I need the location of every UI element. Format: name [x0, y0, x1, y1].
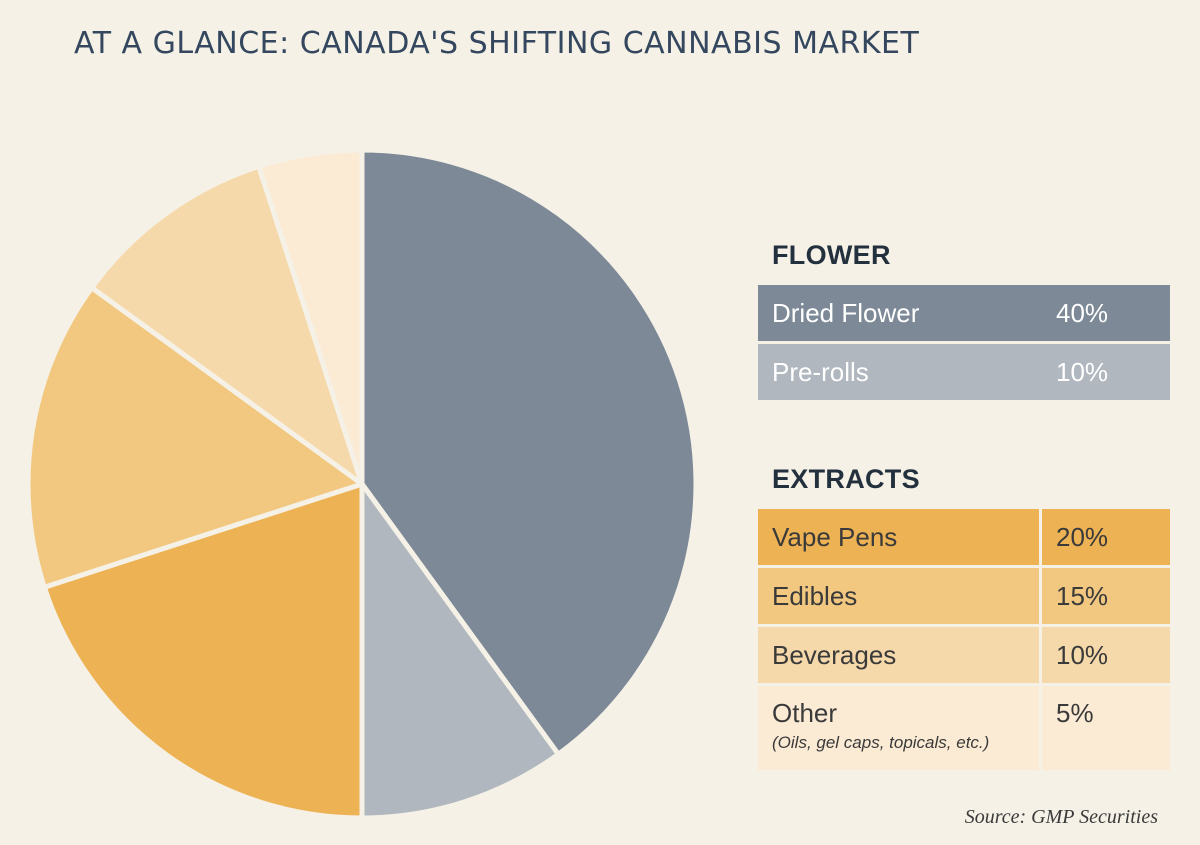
row-value: 20%: [1042, 509, 1170, 565]
row-label: Pre-rolls: [758, 344, 1039, 400]
pie-slice-beverages: [89, 163, 365, 487]
table-row-dried-flower: Dried Flower 40%: [758, 285, 1170, 341]
row-label: Other (Oils, gel caps, topicals, etc.): [758, 686, 1039, 770]
flower-heading: FLOWER: [772, 240, 891, 270]
source-note: Source: GMP Securities: [964, 806, 1158, 828]
table-row-vape-pens: Vape Pens 20%: [758, 509, 1170, 565]
row-label: Edibles: [758, 568, 1039, 624]
pie-chart: [25, 147, 699, 821]
extracts-heading: EXTRACTS: [772, 464, 920, 494]
extracts-table: Vape Pens 20% Edibles 15% Beverages 10% …: [758, 509, 1170, 773]
table-row-beverages: Beverages 10%: [758, 627, 1170, 683]
pie-slice-vape-pens: [41, 481, 365, 821]
row-label: Vape Pens: [758, 509, 1039, 565]
pie-slice-edibles: [25, 285, 365, 590]
flower-table: Dried Flower 40% Pre-rolls 10%: [758, 285, 1170, 403]
pie-slice-other: [256, 147, 365, 487]
row-value: 10%: [1042, 344, 1170, 400]
row-label: Beverages: [758, 627, 1039, 683]
row-value: 15%: [1042, 568, 1170, 624]
pie-slice-dried-flower: [359, 147, 699, 757]
row-value: 10%: [1042, 627, 1170, 683]
row-value: 5%: [1042, 686, 1170, 770]
row-label-text: Other: [772, 698, 838, 728]
chart-title: AT A GLANCE: CANADA'S SHIFTING CANNABIS …: [74, 26, 920, 61]
row-value: 40%: [1042, 285, 1170, 341]
table-row-pre-rolls: Pre-rolls 10%: [758, 344, 1170, 400]
pie-slice-pre-rolls: [359, 481, 561, 821]
table-row-other: Other (Oils, gel caps, topicals, etc.) 5…: [758, 686, 1170, 770]
row-label: Dried Flower: [758, 285, 1039, 341]
table-row-edibles: Edibles 15%: [758, 568, 1170, 624]
row-note: (Oils, gel caps, topicals, etc.): [772, 733, 990, 752]
